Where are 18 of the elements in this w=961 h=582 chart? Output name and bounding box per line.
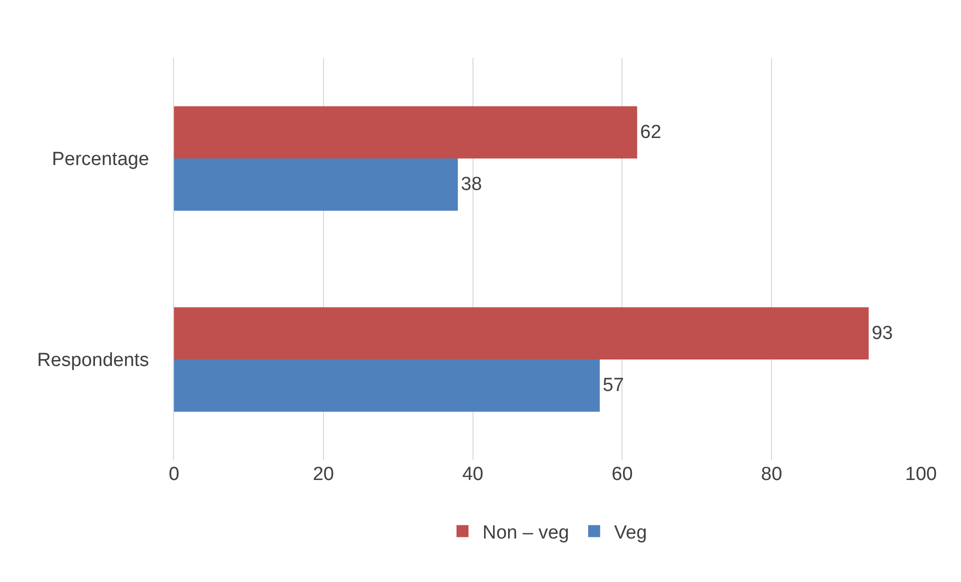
bar: [174, 307, 869, 360]
legend-label: Veg: [614, 522, 647, 544]
bar: [174, 158, 458, 211]
x-tick-label: 60: [612, 464, 633, 485]
x-tick-label: 80: [761, 464, 782, 485]
data-label: 57: [602, 375, 624, 396]
x-tick-label: 100: [905, 464, 937, 485]
data-label: 62: [640, 122, 662, 143]
bar: [174, 360, 600, 412]
legend-label: Non – veg: [482, 522, 570, 544]
y-tick-label: Percentage: [52, 149, 150, 170]
x-tick-label: 20: [312, 464, 334, 485]
data-label: 38: [460, 174, 482, 196]
x-tick-label: 40: [462, 464, 484, 485]
x-tick-label: 0: [168, 464, 180, 485]
data-label: 93: [872, 322, 893, 344]
y-tick-label: Respondents: [37, 350, 150, 372]
bar: [174, 106, 638, 158]
